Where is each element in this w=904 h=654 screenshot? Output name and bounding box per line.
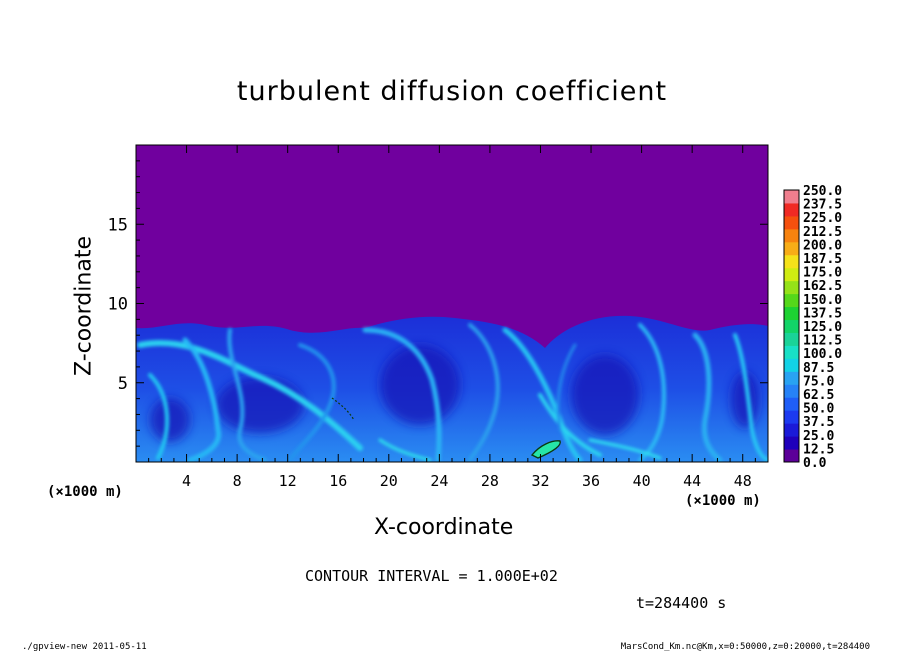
x-tick-label: 12 (279, 472, 297, 490)
colorbar-label: 212.5 (803, 225, 842, 240)
x-tick-label: 44 (683, 472, 701, 490)
colorbar-label: 75.0 (803, 374, 834, 389)
x-tick-label: 40 (633, 472, 651, 490)
x-tick-label: 16 (329, 472, 347, 490)
x-tick-label: 4 (182, 472, 191, 490)
colorbar-label: 50.0 (803, 402, 834, 417)
colorbar-swatch (784, 371, 799, 385)
colorbar-swatch (784, 449, 799, 463)
colorbar-swatch (784, 423, 799, 437)
colorbar-label: 200.0 (803, 238, 842, 253)
colorbar-label: 150.0 (803, 293, 842, 308)
colorbar-swatch (784, 215, 799, 230)
x-tick-label: 32 (531, 472, 549, 490)
colorbar-label: 87.5 (803, 361, 834, 376)
contour-interval-label: CONTOUR INTERVAL = 1.000E+02 (305, 567, 558, 585)
colorbar: 0.012.525.037.550.062.575.087.5100.0112.… (783, 184, 842, 471)
colorbar-swatch (784, 306, 799, 321)
y-unit-label: (×1000 m) (47, 484, 123, 500)
colorbar-swatch (784, 228, 799, 243)
colorbar-label: 100.0 (803, 347, 842, 362)
colorbar-label: 137.5 (803, 306, 842, 321)
colorbar-swatch (784, 358, 799, 372)
y-tick-label: 10 (108, 295, 128, 315)
colorbar-swatch (784, 267, 799, 282)
colorbar-swatch (784, 202, 799, 217)
colorbar-label: 125.0 (803, 320, 842, 335)
x-tick-label: 20 (380, 472, 398, 490)
colorbar-swatch (784, 319, 799, 333)
colorbar-label: 225.0 (803, 211, 842, 226)
colorbar-label: 37.5 (803, 415, 834, 430)
colorbar-label: 250.0 (803, 184, 842, 199)
x-ticks: 4 8 12 16 20 24 28 32 36 40 44 48 (148, 145, 756, 490)
colorbar-swatch (784, 254, 799, 269)
heatmap-field (136, 145, 768, 462)
colorbar-swatch (784, 293, 799, 308)
colorbar-label: 12.5 (803, 442, 834, 457)
colorbar-label: 62.5 (803, 388, 834, 403)
contour-100 (530, 440, 561, 459)
x-tick-label: 28 (481, 472, 499, 490)
footer-right: MarsCond_Km.nc@Km,x=0:50000,z=0:20000,t=… (620, 642, 870, 652)
y-axis-label: Z-coordinate (71, 236, 97, 376)
colorbar-swatch (784, 345, 799, 359)
chart-title: turbulent diffusion coefficient (236, 76, 668, 107)
colorbar-swatch (784, 410, 799, 424)
colorbar-swatch (784, 384, 799, 398)
colorbar-label: 112.5 (803, 334, 842, 349)
contour-100b (331, 397, 355, 421)
footer-left: ./gpview-new 2011-05-11 (22, 642, 147, 652)
colorbar-label: 187.5 (803, 252, 842, 267)
colorbar-swatch (784, 241, 799, 256)
x-axis-label: X-coordinate (374, 515, 514, 540)
y-ticks: 5 10 15 (108, 160, 768, 447)
x-tick-label: 8 (233, 472, 242, 490)
colorbar-label: 237.5 (803, 198, 842, 213)
y-tick-label: 15 (108, 215, 128, 235)
x-tick-label: 48 (734, 472, 752, 490)
colorbar-label: 175.0 (803, 266, 842, 281)
colorbar-label: 0.0 (803, 456, 827, 471)
colorbar-swatch (784, 190, 799, 204)
x-tick-label: 36 (582, 472, 600, 490)
colorbar-label: 162.5 (803, 279, 842, 294)
x-unit-label: (×1000 m) (685, 493, 761, 509)
colorbar-swatch (784, 280, 799, 295)
x-tick-label: 24 (430, 472, 448, 490)
y-tick-label: 5 (118, 374, 128, 394)
eddy-streaks (137, 323, 768, 462)
colorbar-swatch (784, 397, 799, 411)
colorbar-swatch (784, 436, 799, 450)
colorbar-label: 25.0 (803, 429, 834, 444)
colorbar-swatch (784, 332, 799, 346)
time-label: t=284400 s (636, 594, 727, 612)
colorbar-frame (783, 189, 800, 463)
